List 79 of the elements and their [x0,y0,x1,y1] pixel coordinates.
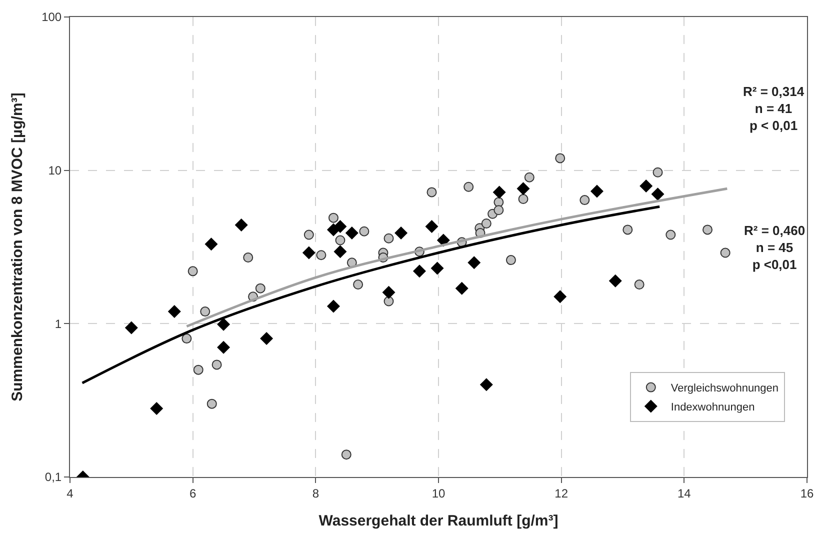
point [206,398,217,409]
point [720,248,730,258]
point [518,194,528,204]
point [316,250,326,260]
x-tick-label: 10 [432,486,446,500]
point [335,235,346,246]
point [304,230,314,240]
point [260,332,274,346]
point [554,290,567,304]
point [702,224,713,235]
point [193,364,204,375]
point [412,264,426,278]
point [217,340,230,354]
x-tick-label: 12 [554,486,568,500]
point [150,402,164,415]
point [481,218,492,229]
x-tick-label: 16 [800,486,814,500]
point [243,252,254,263]
x-tick-label: 14 [677,486,692,500]
point [255,283,266,294]
point [640,180,653,193]
point [524,172,534,182]
point [608,274,622,288]
point [666,230,676,240]
line-series [81,205,661,384]
point [326,300,340,313]
point [651,188,664,201]
point [334,245,347,258]
y-tick-label: 1 [54,316,62,331]
x-axis-title: Wassergehalt der Raumluft [g/m³] [318,512,558,530]
point [328,212,338,223]
point [188,266,198,276]
point [430,262,444,275]
point [492,186,506,199]
point [494,205,504,216]
point [384,233,394,244]
point [204,238,218,251]
x-tick-label: 8 [312,486,320,500]
point [382,286,396,299]
point [464,182,474,192]
point [217,318,230,331]
point [234,218,248,232]
point [634,280,644,290]
line-series [185,187,728,328]
point [516,182,530,196]
annotation: R² = 0,314 n = 41 p < 0,01 [743,84,805,133]
x-tick-label: 6 [189,486,196,500]
point [302,246,316,260]
y-tick-label: 100 [42,10,62,24]
y-axis-title: Summenkonzentration von 8 MVOC [µg/m³] [8,92,26,402]
point [200,306,210,317]
point [345,226,358,240]
point [622,224,633,235]
legend-label: Indexwohnungen [670,402,755,414]
annotation: R² = 0,460 n = 45 p <0,01 [744,223,806,272]
point [580,195,590,206]
point [394,226,408,240]
point [212,360,222,370]
point [334,220,347,234]
point [124,321,138,334]
point [341,450,352,460]
x-tick-label: 4 [66,486,74,500]
point [555,153,566,164]
point [468,256,481,270]
point [652,167,663,178]
point [384,296,394,306]
point [353,280,364,290]
y-tick-label: 0,1 [44,470,62,484]
y-tick-label: 10 [48,164,62,178]
point [506,255,516,266]
point [455,282,468,295]
point [168,305,181,318]
point [182,334,192,344]
legend-label: Vergleichswohnungen [670,382,779,395]
point [359,226,370,236]
point [425,220,438,234]
point [590,184,604,198]
point [480,378,493,392]
point [426,187,437,198]
